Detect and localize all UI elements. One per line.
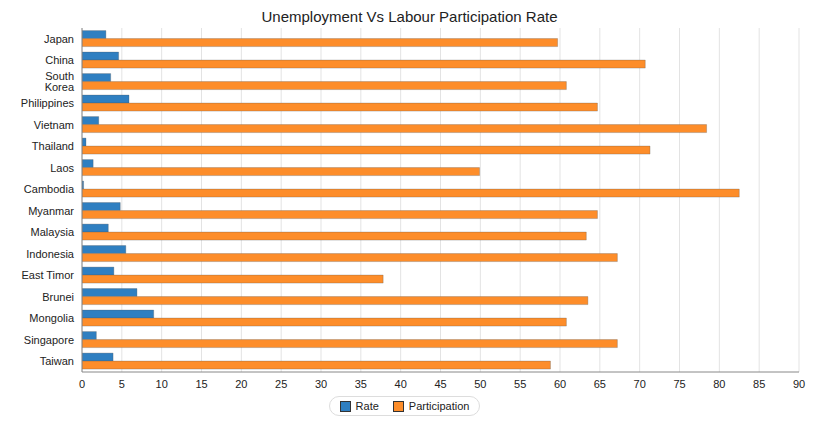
svg-text:75: 75 [673, 378, 685, 390]
svg-text:25: 25 [275, 378, 287, 390]
svg-text:Vietnam: Vietnam [34, 119, 74, 131]
svg-text:Cambodia: Cambodia [24, 183, 75, 195]
svg-text:80: 80 [713, 378, 725, 390]
svg-text:Indonesia: Indonesia [26, 248, 75, 260]
svg-text:Malaysia: Malaysia [31, 226, 75, 238]
svg-text:20: 20 [235, 378, 247, 390]
svg-text:East Timor: East Timor [21, 269, 74, 281]
svg-text:60: 60 [554, 378, 566, 390]
svg-text:Mongolia: Mongolia [29, 312, 75, 324]
svg-text:35: 35 [355, 378, 367, 390]
svg-text:China: China [45, 54, 75, 66]
svg-text:50: 50 [474, 378, 486, 390]
svg-text:5: 5 [119, 378, 125, 390]
svg-text:0: 0 [79, 378, 85, 390]
svg-text:Philippines: Philippines [21, 97, 75, 109]
svg-text:Japan: Japan [44, 33, 74, 45]
html-text:Participation: Participation [408, 400, 470, 412]
svg-text:85: 85 [753, 378, 765, 390]
svg-text:Myanmar: Myanmar [28, 205, 74, 217]
svg-text:10: 10 [156, 378, 168, 390]
svg-text:70: 70 [634, 378, 646, 390]
svg-text:55: 55 [514, 378, 526, 390]
html-text:Rate: Rate [355, 400, 379, 412]
svg-text:Singapore: Singapore [24, 334, 74, 346]
svg-text:SouthKorea: SouthKorea [45, 70, 75, 93]
svg-text:40: 40 [395, 378, 407, 390]
html-text:Unemployment Vs Labour Partici: Unemployment Vs Labour Participation Rat… [261, 8, 558, 25]
svg-text:15: 15 [195, 378, 207, 390]
svg-text:30: 30 [315, 378, 327, 390]
svg-text:Taiwan: Taiwan [40, 355, 74, 367]
svg-text:Brunei: Brunei [42, 291, 74, 303]
svg-text:Thailand: Thailand [32, 140, 74, 152]
svg-text:45: 45 [434, 378, 446, 390]
svg-text:90: 90 [793, 378, 805, 390]
svg-text:Laos: Laos [50, 162, 74, 174]
svg-text:65: 65 [594, 378, 606, 390]
